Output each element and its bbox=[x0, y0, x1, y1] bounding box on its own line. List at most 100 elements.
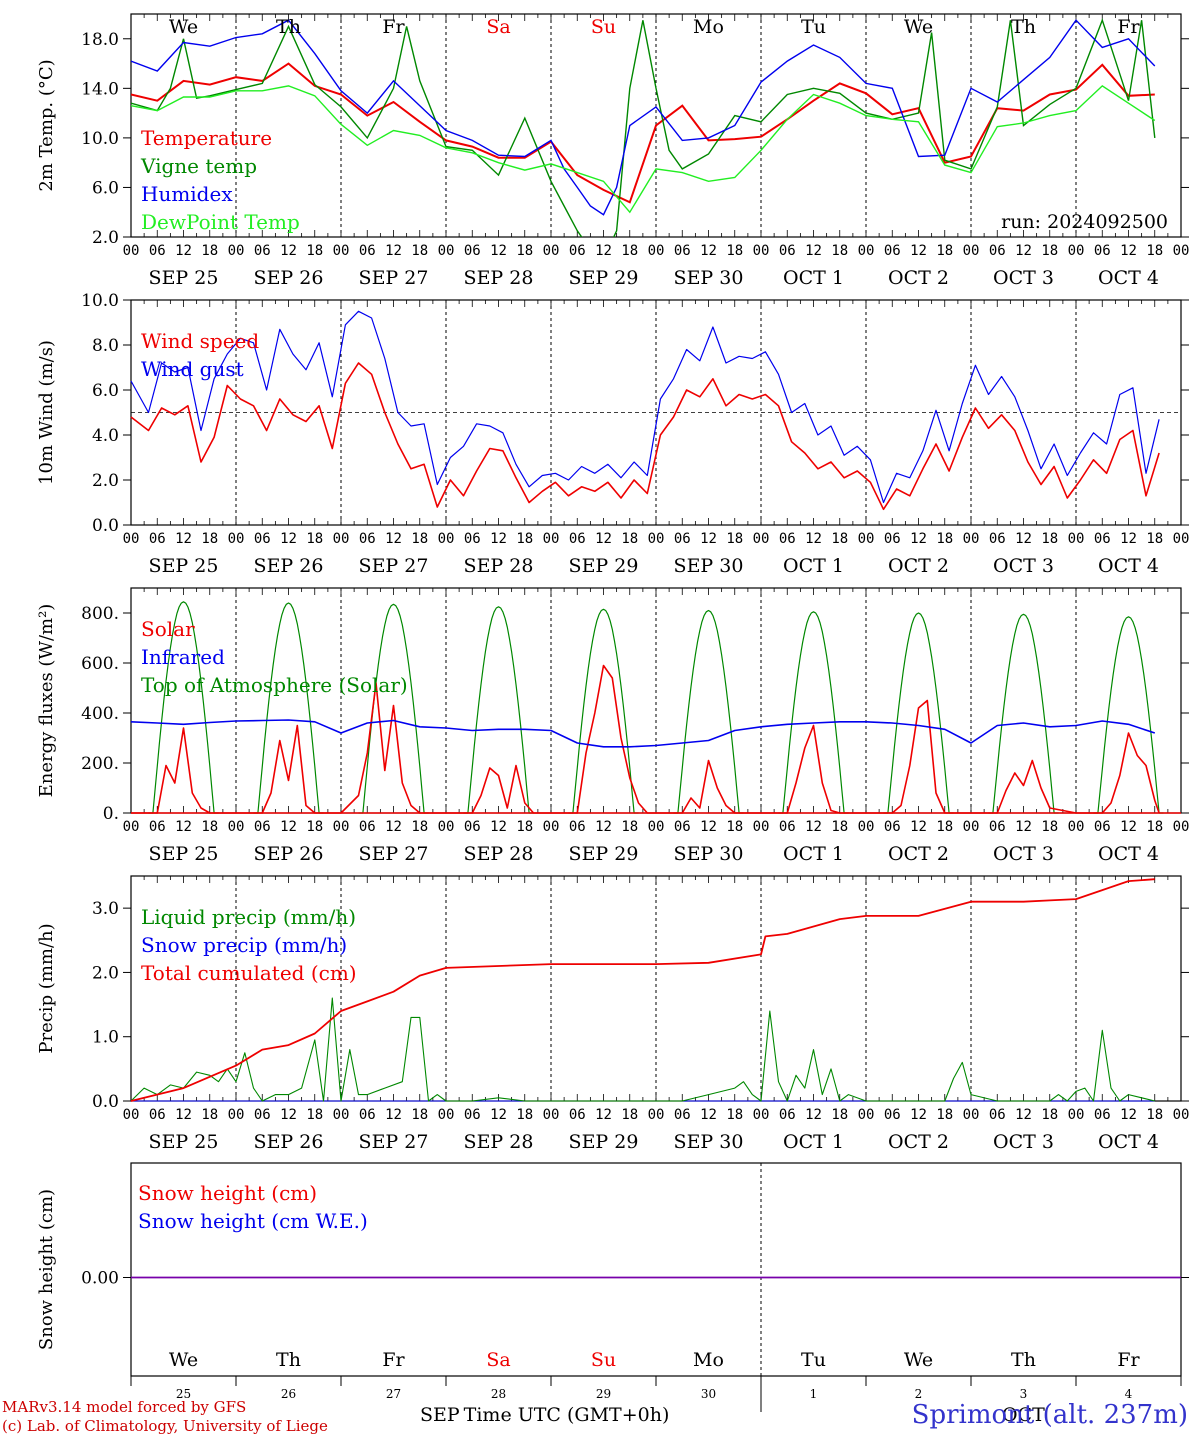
day-name-label: Su bbox=[591, 16, 616, 38]
hour-tick-label: 12 bbox=[910, 819, 927, 835]
series-wind-gust bbox=[130, 310, 1160, 504]
hour-tick-label: 12 bbox=[910, 531, 927, 547]
hour-tick-label: 18 bbox=[306, 1107, 323, 1123]
day-name-label: Th bbox=[276, 16, 301, 38]
hour-tick-label: 00 bbox=[1068, 243, 1085, 259]
hour-tick-label: 18 bbox=[621, 243, 638, 259]
hour-tick-label: 00 bbox=[963, 819, 980, 835]
hour-tick-label: 12 bbox=[595, 1107, 612, 1123]
hour-tick-label: 18 bbox=[831, 1107, 848, 1123]
hour-tick-label: 12 bbox=[175, 243, 192, 259]
hour-tick-label: 06 bbox=[464, 1107, 481, 1123]
hour-tick-label: 00 bbox=[438, 531, 455, 547]
date-tick-label: SEP 26 bbox=[254, 267, 324, 289]
hour-tick-label: 18 bbox=[1041, 1107, 1058, 1123]
hour-tick-label: 18 bbox=[1146, 531, 1163, 547]
hour-tick-label: 06 bbox=[674, 1107, 691, 1123]
legend-entry: Snow height (cm) bbox=[138, 1181, 317, 1205]
hour-tick-label: 18 bbox=[831, 819, 848, 835]
hour-tick-label: 00 bbox=[543, 819, 560, 835]
hour-tick-label: 06 bbox=[149, 1107, 166, 1123]
hour-tick-label: 00 bbox=[228, 1107, 245, 1123]
hour-tick-label: 18 bbox=[306, 531, 323, 547]
day-name-label: We bbox=[904, 16, 933, 38]
date-tick-label: SEP 27 bbox=[359, 555, 429, 577]
hour-tick-label: 06 bbox=[779, 819, 796, 835]
y-axis-label: Precip (mm/h) bbox=[36, 923, 57, 1053]
hour-tick-label: 06 bbox=[569, 1107, 586, 1123]
day-name-label: We bbox=[904, 1349, 933, 1371]
hour-tick-label: 06 bbox=[884, 1107, 901, 1123]
hour-tick-label: 18 bbox=[621, 1107, 638, 1123]
date-tick-label: SEP 28 bbox=[464, 267, 534, 289]
hour-tick-label: 18 bbox=[516, 1107, 533, 1123]
hour-tick-label: 18 bbox=[621, 819, 638, 835]
date-tick-label: SEP 30 bbox=[674, 555, 744, 577]
hour-tick-label: 12 bbox=[490, 243, 507, 259]
y-axis-label: 10m Wind (m/s) bbox=[36, 340, 57, 485]
hour-tick-label: 00 bbox=[963, 243, 980, 259]
hour-tick-label: 00 bbox=[228, 819, 245, 835]
hour-tick-label: 12 bbox=[1120, 1107, 1137, 1123]
hour-tick-label: 12 bbox=[1120, 819, 1137, 835]
hour-tick-label: 06 bbox=[674, 819, 691, 835]
hour-tick-label: 00 bbox=[123, 819, 140, 835]
hour-tick-label: 00 bbox=[1173, 531, 1190, 547]
hour-tick-label: 12 bbox=[385, 531, 402, 547]
hour-tick-label: 00 bbox=[858, 1107, 875, 1123]
hour-tick-label: 18 bbox=[411, 1107, 428, 1123]
date-tick-label: SEP 28 bbox=[464, 843, 534, 865]
hour-tick-label: 06 bbox=[359, 819, 376, 835]
hour-tick-label: 12 bbox=[700, 1107, 717, 1123]
day-number-label: 25 bbox=[176, 1387, 191, 1401]
hour-tick-label: 18 bbox=[1041, 531, 1058, 547]
date-tick-label: SEP 30 bbox=[674, 267, 744, 289]
legend-entry: Liquid precip (mm/h) bbox=[141, 905, 356, 929]
series-infrared bbox=[130, 719, 1156, 748]
y-tick-label: 18.0 bbox=[81, 30, 119, 50]
temp-series-group bbox=[131, 18, 1156, 237]
hour-tick-label: 18 bbox=[831, 243, 848, 259]
hour-tick-label: 00 bbox=[858, 531, 875, 547]
hour-tick-label: 18 bbox=[201, 819, 218, 835]
hour-tick-label: 06 bbox=[254, 819, 271, 835]
y-tick-label: 6.0 bbox=[92, 178, 119, 198]
hour-tick-label: 00 bbox=[438, 243, 455, 259]
hour-tick-label: 06 bbox=[1094, 819, 1111, 835]
day-name-label: Sa bbox=[486, 16, 510, 38]
hour-tick-label: 18 bbox=[306, 819, 323, 835]
hour-tick-label: 18 bbox=[936, 243, 953, 259]
hour-tick-label: 06 bbox=[1094, 243, 1111, 259]
hour-tick-label: 12 bbox=[280, 243, 297, 259]
legend-entry: Temperature bbox=[141, 126, 272, 150]
hour-tick-label: 00 bbox=[648, 531, 665, 547]
date-tick-label: SEP 29 bbox=[569, 1131, 639, 1153]
y-tick-label: 400. bbox=[81, 704, 119, 724]
hour-tick-label: 00 bbox=[438, 819, 455, 835]
date-tick-label: OCT 2 bbox=[888, 1131, 949, 1153]
y-tick-label: 1.0 bbox=[92, 1028, 119, 1048]
hour-tick-label: 06 bbox=[989, 243, 1006, 259]
hour-tick-label: 12 bbox=[280, 531, 297, 547]
hour-tick-label: 06 bbox=[674, 243, 691, 259]
model-credit: MARv3.14 model forced by GFS bbox=[2, 1398, 247, 1416]
hour-tick-label: 00 bbox=[753, 1107, 770, 1123]
hour-tick-label: 06 bbox=[359, 243, 376, 259]
hour-tick-label: 00 bbox=[1068, 819, 1085, 835]
hour-tick-label: 18 bbox=[201, 243, 218, 259]
hour-tick-label: 12 bbox=[1015, 531, 1032, 547]
y-tick-label: 2.0 bbox=[92, 471, 119, 491]
hour-tick-label: 00 bbox=[1173, 819, 1190, 835]
hour-tick-label: 12 bbox=[910, 1107, 927, 1123]
hour-tick-label: 00 bbox=[753, 531, 770, 547]
date-tick-label: SEP 26 bbox=[254, 843, 324, 865]
legend-entry: Wind speed bbox=[141, 329, 259, 353]
date-tick-label: OCT 1 bbox=[783, 267, 844, 289]
hour-tick-label: 12 bbox=[280, 1107, 297, 1123]
hour-tick-label: 00 bbox=[858, 243, 875, 259]
hour-tick-label: 12 bbox=[700, 243, 717, 259]
hour-tick-label: 00 bbox=[228, 531, 245, 547]
hour-tick-label: 06 bbox=[884, 819, 901, 835]
hour-tick-label: 12 bbox=[805, 531, 822, 547]
